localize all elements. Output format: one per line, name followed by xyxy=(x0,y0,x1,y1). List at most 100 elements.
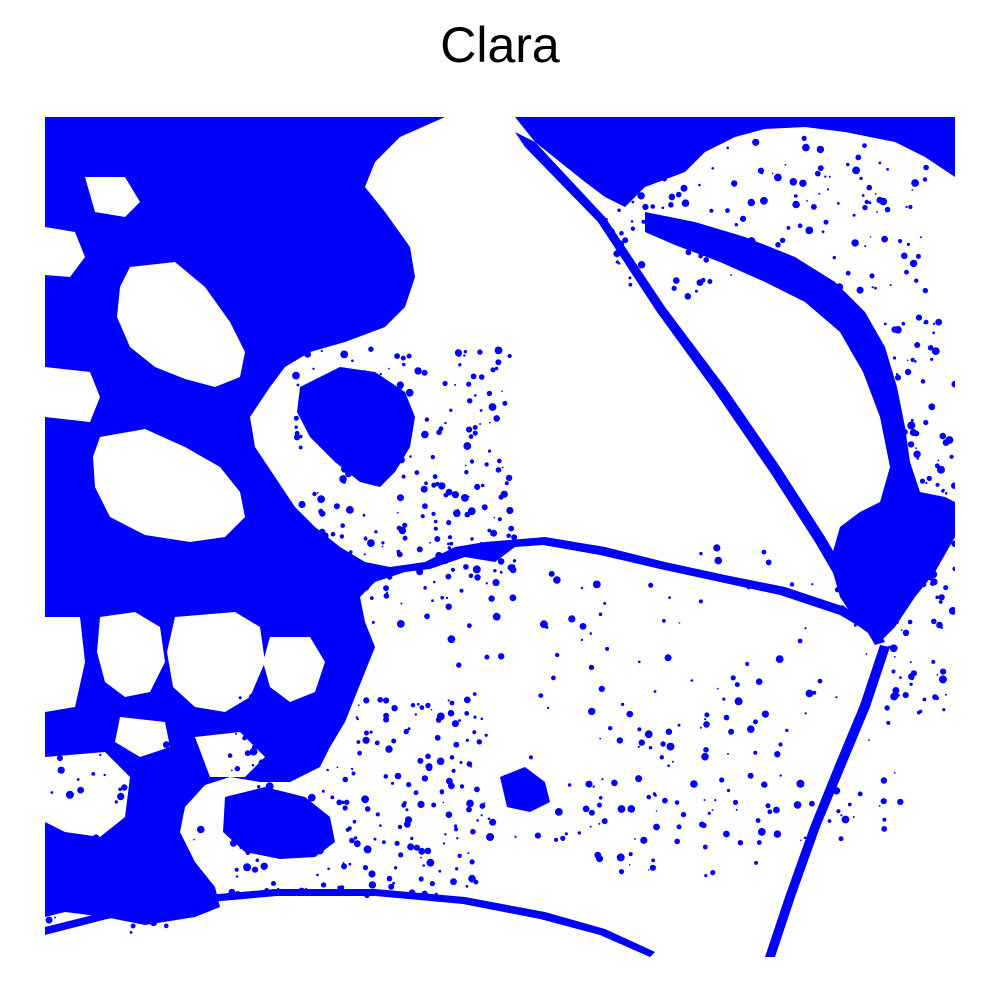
mask-speckle xyxy=(834,587,841,593)
mask-speckle xyxy=(483,802,486,804)
mask-speckle xyxy=(760,171,764,175)
mask-speckle xyxy=(608,726,613,731)
mask-speckle xyxy=(150,874,153,877)
mask-speckle xyxy=(899,601,907,609)
mask-speckle xyxy=(266,801,270,805)
mask-speckle xyxy=(160,790,165,795)
mask-speckle xyxy=(242,735,247,741)
mask-speckle xyxy=(403,728,409,735)
mask-speckle xyxy=(234,867,239,872)
mask-svg xyxy=(45,117,955,957)
mask-speckle xyxy=(165,822,173,831)
mask-speckle xyxy=(117,863,121,866)
mask-speckle xyxy=(336,799,343,806)
mask-speckle xyxy=(497,458,502,464)
mask-speckle xyxy=(852,166,860,175)
mask-speckle xyxy=(299,613,305,619)
mask-speckle xyxy=(889,284,892,287)
mask-speckle xyxy=(892,356,897,360)
mask-speckle xyxy=(818,192,821,195)
mask-hole-5 xyxy=(263,637,325,702)
mask-speckle xyxy=(921,582,927,588)
mask-speckle xyxy=(312,367,315,370)
mask-speckle xyxy=(909,661,912,664)
mask-speckle xyxy=(480,483,485,488)
mask-speckle xyxy=(451,768,456,773)
mask-speckle xyxy=(393,866,398,870)
mask-speckle xyxy=(244,794,246,797)
mask-speckle xyxy=(628,864,631,866)
mask-speckle xyxy=(487,528,492,533)
mask-speckle xyxy=(713,544,721,552)
mask-speckle xyxy=(245,709,253,717)
mask-speckle xyxy=(396,551,403,558)
mask-speckle xyxy=(429,541,431,544)
mask-speckle xyxy=(895,373,899,376)
mask-speckle xyxy=(598,822,601,825)
mask-speckle xyxy=(617,805,626,813)
mask-speckle xyxy=(589,632,593,635)
mask-speckle xyxy=(184,759,189,764)
mask-speckles xyxy=(45,135,955,934)
mask-speckle xyxy=(507,353,512,359)
mask-speckle xyxy=(348,606,355,613)
mask-speckle xyxy=(874,286,877,290)
mask-speckle xyxy=(913,450,921,458)
mask-speckle xyxy=(857,791,863,797)
mask-speckle xyxy=(617,208,621,213)
mask-speckle xyxy=(446,520,452,526)
mask-speckle xyxy=(373,475,380,481)
mask-speckle xyxy=(445,811,453,818)
mask-speckle xyxy=(472,565,481,574)
mask-speckle xyxy=(383,774,389,779)
mask-speckle xyxy=(930,581,935,586)
mask-speckle xyxy=(649,225,655,231)
mask-speckle xyxy=(760,196,768,205)
mask-speckle xyxy=(425,763,433,771)
mask-speckle xyxy=(305,406,313,414)
mask-speckle xyxy=(405,808,409,812)
mask-speckle xyxy=(368,346,374,352)
mask-speckle xyxy=(835,696,838,699)
mask-speckle xyxy=(747,198,755,207)
mask-speckle xyxy=(782,272,787,276)
mask-speckle xyxy=(364,536,367,539)
mask-speckle xyxy=(227,795,232,800)
mask-speckle xyxy=(319,818,323,821)
mask-speckle xyxy=(897,798,904,806)
mask-speckle xyxy=(806,200,808,202)
mask-speckle xyxy=(295,345,300,350)
mask-speckle xyxy=(474,483,481,490)
mask-speckle xyxy=(506,533,512,539)
mask-speckle xyxy=(910,357,915,362)
mask-speckle xyxy=(868,739,870,741)
mask-speckle xyxy=(900,629,903,631)
mask-speckle xyxy=(319,510,326,517)
mask-speckle xyxy=(436,712,445,721)
mask-speckle xyxy=(528,755,533,760)
mask-speckle xyxy=(941,489,945,493)
mask-speckle xyxy=(869,236,872,238)
mask-speckle xyxy=(383,593,390,599)
mask-speckle xyxy=(582,805,590,813)
mask-speckle xyxy=(396,511,399,514)
mask-speckle xyxy=(484,462,489,467)
mask-speckle xyxy=(799,179,807,187)
mask-speckle xyxy=(323,839,331,847)
mask-speckle xyxy=(435,481,440,487)
mask-speckle xyxy=(914,342,921,348)
mask-speckle xyxy=(305,887,308,890)
mask-speckle xyxy=(235,716,242,724)
mask-speckle xyxy=(187,778,195,785)
mask-speckle xyxy=(919,236,922,239)
mask-speckle xyxy=(864,245,867,248)
mask-hole-9 xyxy=(45,227,85,277)
mask-speckle xyxy=(421,369,428,376)
mask-speckle xyxy=(488,595,495,602)
mask-speckle xyxy=(343,389,346,392)
mask-speckle xyxy=(662,176,667,182)
mask-speckle xyxy=(890,469,898,477)
mask-speckle xyxy=(474,394,477,397)
mask-speckle xyxy=(778,742,783,747)
mask-speckle xyxy=(704,712,710,718)
